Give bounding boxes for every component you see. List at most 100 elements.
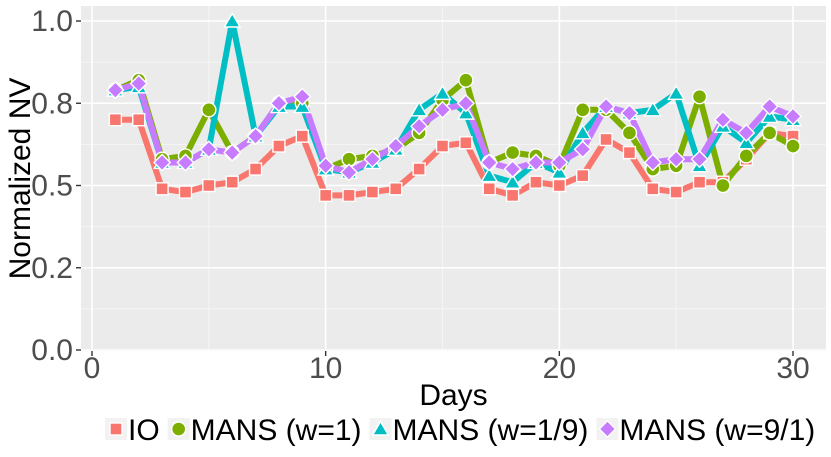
data-point-io [225, 175, 239, 189]
data-point-mans-w-9-1 [526, 153, 546, 172]
data-point-mans-w-1 [575, 102, 591, 118]
data-point-mans-w-9-1 [316, 156, 335, 175]
data-point-mans-w-9-1 [480, 153, 499, 172]
data-point-mans-w-9-1 [293, 87, 312, 106]
legend-label-mans-w-1-9: MANS (w=1/9) [393, 414, 589, 447]
data-point-mans-w-9-1 [339, 163, 359, 182]
data-point-mans-w-9-1 [596, 97, 616, 116]
data-point-mans-w-9-1 [456, 94, 475, 113]
data-point-io [272, 139, 286, 153]
data-point-mans-w-9-1 [153, 153, 172, 172]
data-point-mans-w-1-9 [480, 166, 499, 183]
data-point-mans-w-9-1 [620, 104, 639, 123]
data-point-io [552, 178, 567, 193]
data-point-io [108, 112, 123, 127]
legend-label-io: IO [128, 414, 160, 447]
data-point-mans-w-9-1 [129, 74, 148, 93]
data-point-io [692, 175, 707, 189]
y-axis-title: Normalized NV [4, 78, 37, 280]
data-point-io [505, 188, 520, 203]
data-point-mans-w-9-1 [550, 153, 569, 172]
x-tick-label: 0 [84, 352, 101, 385]
series-points-mans-w-9-1 [106, 74, 803, 182]
data-point-mans-w-1-9 [293, 97, 312, 114]
data-point-io [155, 182, 169, 196]
series-line-mans-w-1-9 [112, 18, 796, 186]
data-point-io [318, 188, 333, 203]
axis-ticks [76, 20, 794, 356]
data-point-io [459, 136, 473, 150]
y-tick-label: 0.8 [31, 87, 73, 120]
data-point-io [599, 132, 613, 147]
legend-key-mans-w-9-1 [598, 419, 617, 439]
data-point-mans-w-9-1 [246, 127, 265, 146]
data-point-io [482, 182, 496, 196]
data-point-mans-w-1 [715, 177, 731, 194]
data-point-mans-w-9-1 [573, 140, 592, 159]
data-point-io [412, 162, 426, 176]
x-tick-label: 20 [543, 352, 576, 385]
data-point-mans-w-9-1 [643, 153, 662, 172]
data-point-mans-w-1 [621, 125, 638, 141]
data-point-mans-w-9-1 [223, 143, 242, 162]
legend: IO MANS (w=1) MANS (w=1/9) MANS (w=9/1) [105, 414, 815, 447]
data-point-mans-w-1-9 [456, 104, 475, 120]
legend-label-mans-w-1: MANS (w=1) [191, 414, 362, 447]
series-points [106, 12, 803, 203]
legend-label-mans-w-9-1: MANS (w=9/1) [619, 414, 815, 447]
data-point-mans-w-1-9 [550, 163, 569, 180]
y-tick-label: 0.5 [31, 170, 73, 203]
data-point-io [178, 185, 193, 199]
data-point-mans-w-9-1 [269, 94, 289, 113]
data-point-mans-w-1-9 [223, 12, 242, 28]
plot-panel [81, 6, 826, 351]
data-point-mans-w-9-1 [503, 159, 522, 179]
data-point-mans-w-9-1 [386, 136, 405, 156]
data-point-io [435, 139, 450, 153]
data-point-mans-w-9-1 [760, 97, 779, 116]
y-tick-label: 0.2 [31, 252, 73, 285]
x-axis-title: Days [419, 379, 487, 412]
data-point-mans-w-1-9 [667, 84, 686, 101]
data-point-mans-w-1-9 [760, 107, 779, 124]
data-point-mans-w-9-1 [176, 153, 195, 172]
legend-key-mans-w-1 [170, 421, 187, 437]
data-point-io [576, 168, 590, 183]
x-tick-labels: 0 10 20 30 [84, 352, 810, 385]
data-point-mans-w-9-1 [783, 107, 803, 126]
data-point-mans-w-1-9 [573, 123, 592, 140]
data-point-mans-w-1 [761, 125, 778, 141]
data-point-io [342, 188, 356, 203]
data-point-mans-w-1 [201, 102, 217, 118]
y-tick-label: 0.0 [31, 334, 73, 367]
data-point-io [389, 182, 403, 196]
data-point-mans-w-1-9 [643, 100, 662, 117]
data-point-io [248, 162, 263, 176]
data-point-io [622, 145, 637, 160]
data-point-mans-w-9-1 [106, 81, 125, 100]
x-tick-label: 30 [776, 352, 809, 385]
data-point-mans-w-1 [738, 148, 754, 164]
data-point-io [202, 178, 216, 193]
data-point-mans-w-1 [691, 88, 708, 105]
data-point-mans-w-1-9 [737, 133, 756, 150]
data-point-mans-w-1 [785, 138, 801, 154]
data-point-mans-w-9-1 [199, 140, 218, 159]
data-point-mans-w-9-1 [690, 150, 709, 169]
data-point-mans-w-9-1 [433, 100, 452, 119]
data-point-mans-w-9-1 [737, 123, 756, 142]
data-point-mans-w-1-9 [503, 173, 522, 189]
data-point-mans-w-9-1 [363, 150, 382, 169]
data-point-mans-w-1 [458, 72, 474, 88]
data-point-mans-w-1-9 [410, 100, 429, 117]
data-point-io [295, 129, 309, 143]
data-point-mans-w-9-1 [410, 117, 429, 136]
data-point-mans-w-1-9 [433, 84, 452, 101]
data-point-io [646, 182, 660, 196]
legend-key-mans-w-1-9 [371, 420, 390, 436]
data-point-mans-w-1 [504, 144, 521, 161]
data-point-io [365, 185, 380, 199]
y-tick-label: 1.0 [31, 5, 73, 38]
y-tick-labels: 0.0 0.2 0.5 0.8 1.0 [31, 5, 73, 367]
